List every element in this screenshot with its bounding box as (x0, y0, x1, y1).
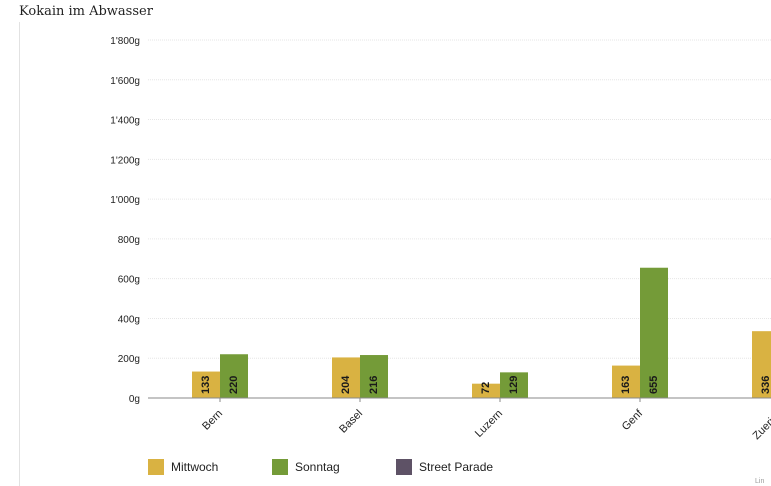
x-tick-label: Zuerich (751, 408, 771, 442)
legend-label-sonntag: Sonntag (295, 460, 340, 474)
legend-label-mittwoch: Mittwoch (171, 460, 219, 474)
x-tick-label: Bern (200, 408, 225, 433)
x-axis-tick-labels: Bern Basel Luzern Genf Zuerich (200, 407, 771, 442)
y-tick-label: 1'600g (110, 76, 140, 87)
page-title: Kokain im Abwasser (19, 4, 153, 19)
y-tick-label: 0g (129, 394, 140, 405)
legend-item-street-parade[interactable]: Street Parade (396, 458, 493, 476)
y-axis-tick-labels: 0g 200g 400g 600g 800g 1'000g 1'200g 1'400g 1'60… (110, 36, 140, 405)
bar-mittwoch[interactable] (192, 371, 220, 398)
legend-item-sonntag[interactable]: Sonntag (272, 458, 340, 476)
legend-swatch-sonntag (272, 459, 288, 475)
bar-value-label: 129 (508, 376, 520, 394)
y-tick-label: 1'800g (110, 36, 140, 47)
y-tick-label: 1'400g (110, 116, 140, 127)
bar-sonntag[interactable] (640, 267, 668, 398)
bar-value-label: 220 (228, 376, 240, 394)
x-axis (148, 397, 771, 402)
y-tick-label: 600g (118, 275, 140, 286)
bar-sonntag[interactable] (220, 354, 248, 398)
y-tick-label: 800g (118, 235, 140, 246)
y-tick-label: 400g (118, 314, 140, 325)
bar-value-label: 216 (368, 376, 380, 394)
bar-value-label: 204 (340, 375, 352, 394)
bar-value-label: 72 (480, 382, 492, 394)
x-tick-label: Basel (337, 408, 365, 436)
gridlines (148, 39, 771, 359)
bar-value-label: 163 (620, 376, 632, 394)
bar-value-label: 655 (648, 376, 660, 394)
y-tick-label: 1'000g (110, 195, 140, 206)
bar-value-label: 336 (760, 376, 771, 394)
bar-chart: 0g 200g 400g 600g 800g 1'000g 1'200g 1'400g 1'60… (110, 36, 771, 442)
legend-swatch-street-parade (396, 459, 412, 475)
legend-item-mittwoch[interactable]: Mittwoch (148, 458, 218, 476)
legend-swatch-mittwoch (148, 459, 164, 475)
bars: 133220204216721291636553366 (192, 267, 771, 398)
legend-label-street-parade: Street Parade (419, 460, 494, 474)
bar-mittwoch[interactable] (472, 383, 500, 398)
bar-value-label: 133 (200, 376, 212, 394)
credit-text: Lin (755, 478, 765, 485)
y-tick-label: 1'200g (110, 155, 140, 166)
x-tick-label: Genf (620, 407, 646, 433)
bar-mittwoch[interactable] (752, 331, 771, 398)
bar-sonntag[interactable] (360, 355, 388, 398)
chart-panel: 0g 200g 400g 600g 800g 1'000g 1'200g 1'400g 1'60… (19, 22, 771, 486)
bar-sonntag[interactable] (500, 372, 528, 398)
y-tick-label: 200g (118, 354, 140, 365)
bar-mittwoch[interactable] (332, 357, 360, 398)
bar-mittwoch[interactable] (612, 365, 640, 398)
x-tick-label: Luzern (473, 408, 505, 440)
